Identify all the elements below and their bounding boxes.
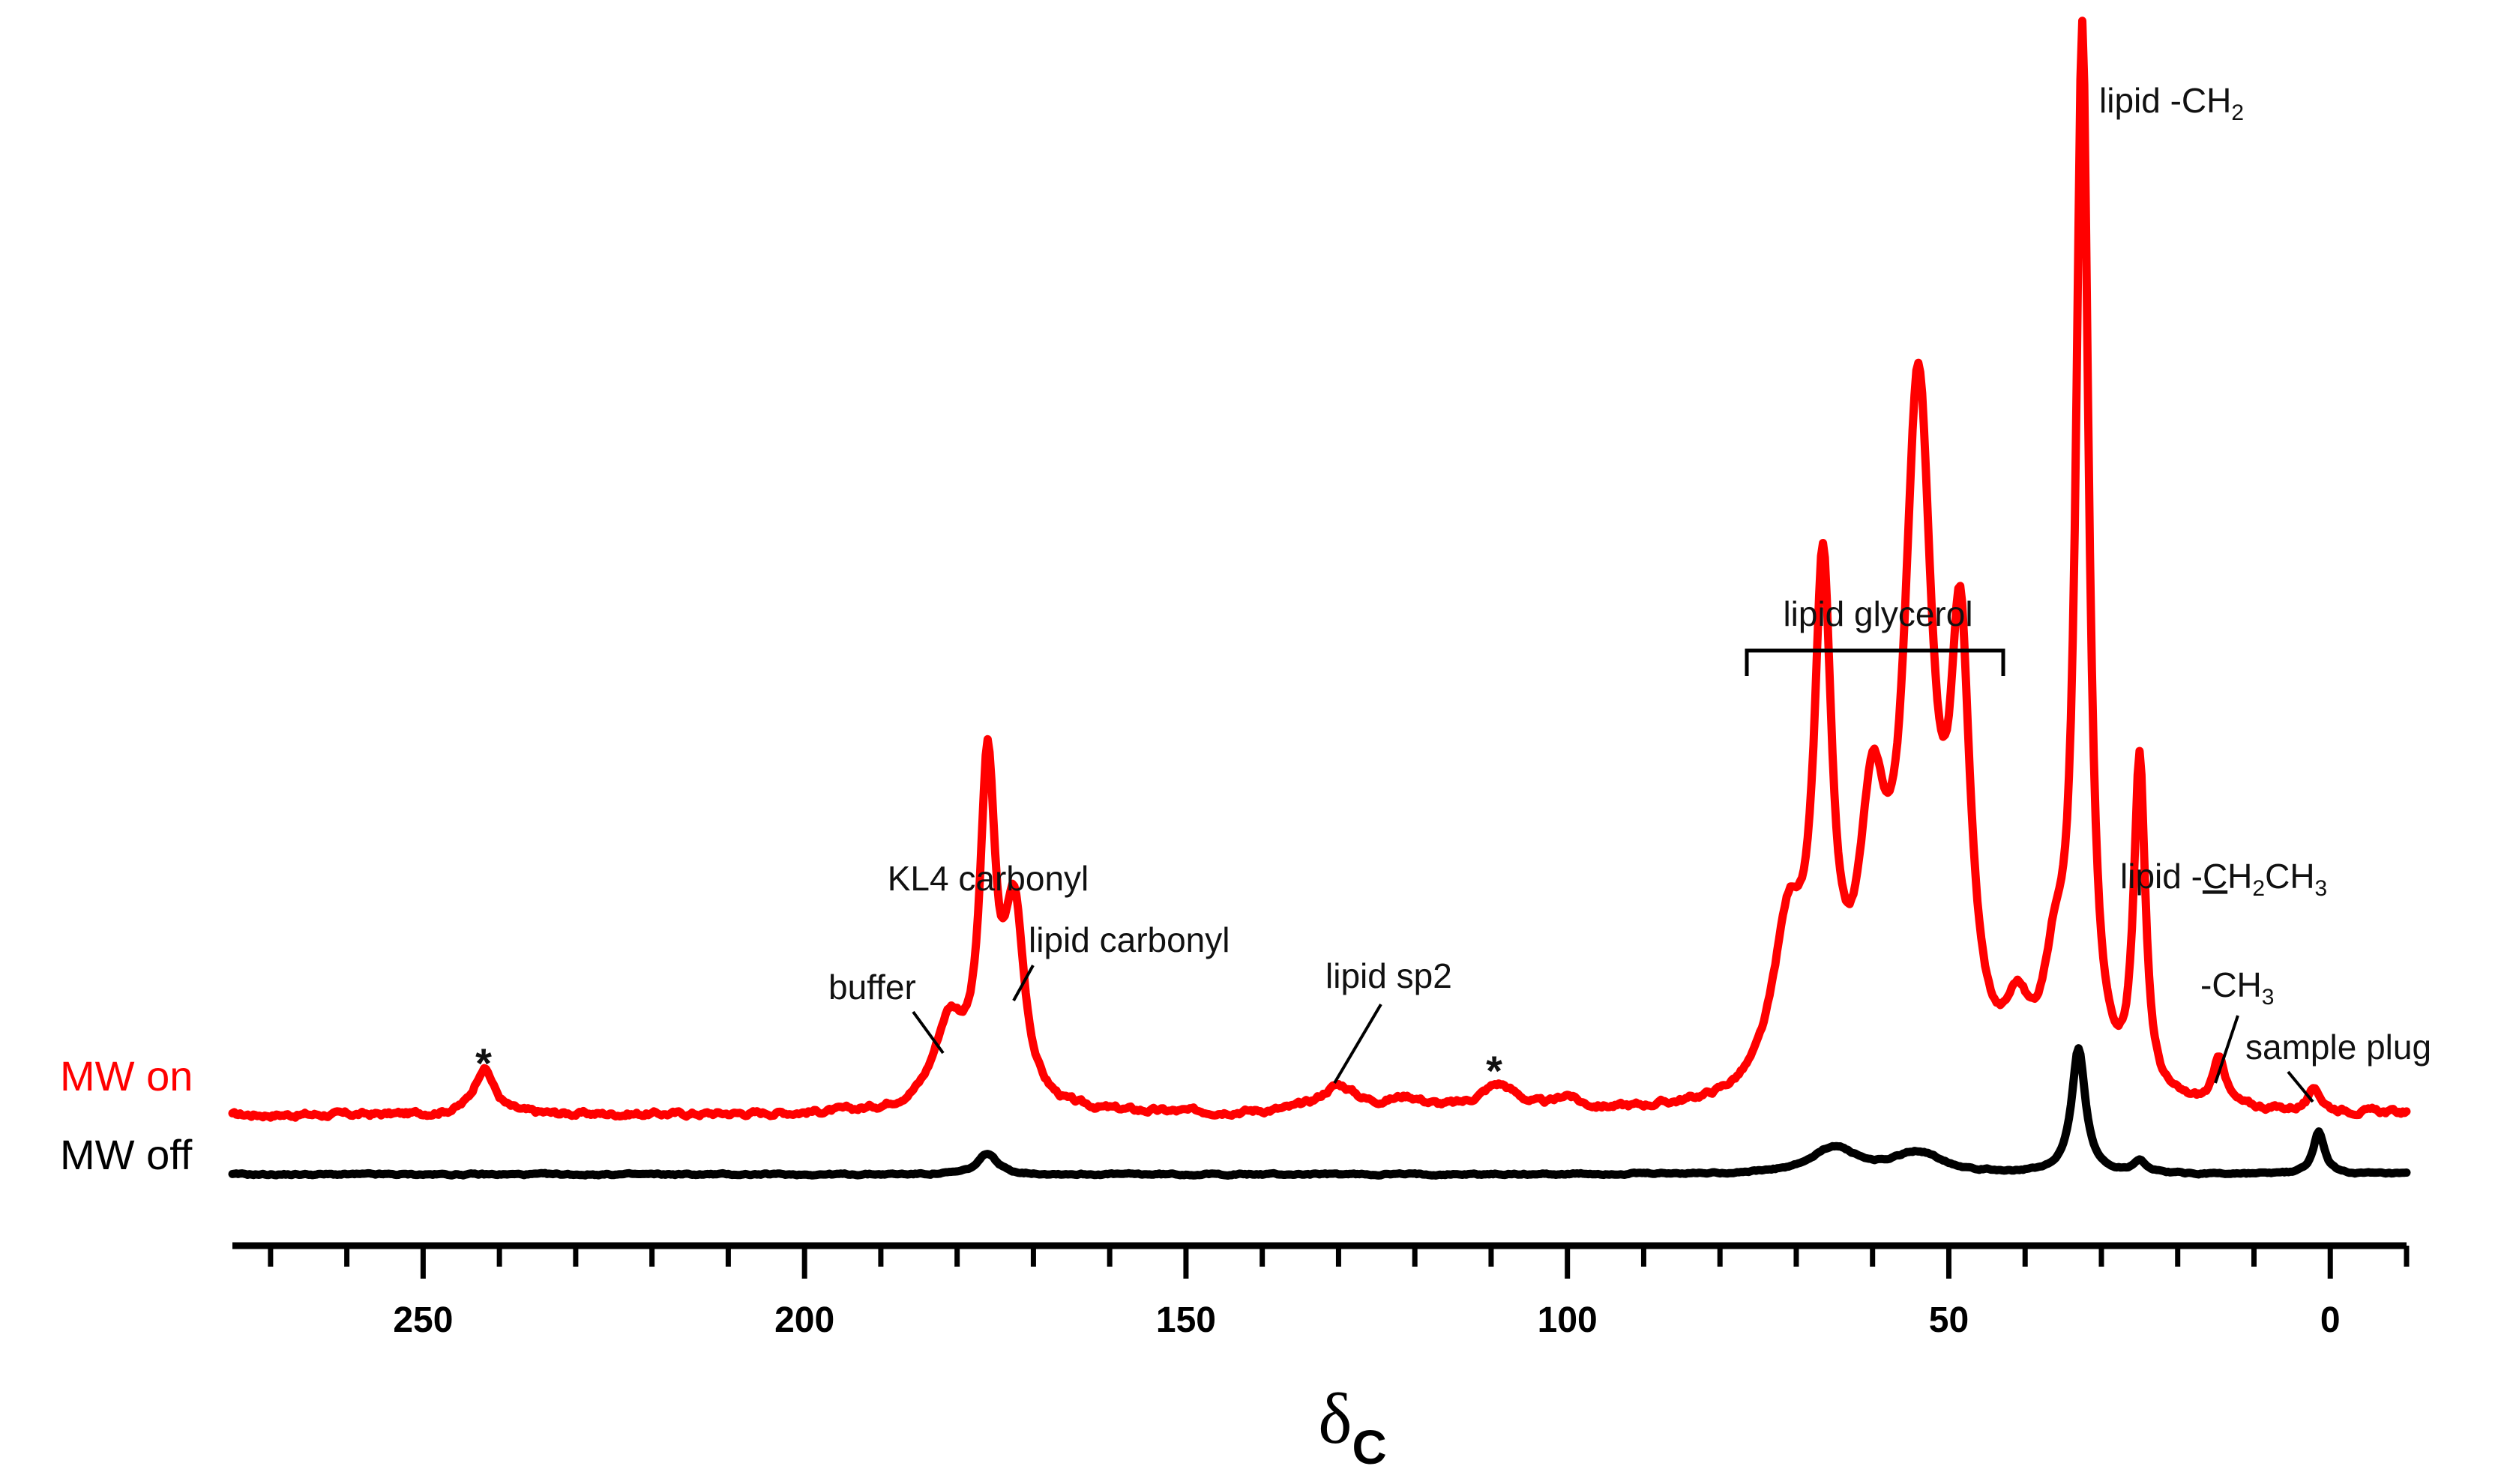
annotation-spinning-sideband-2: * <box>1486 1047 1502 1094</box>
lipid-carbonyl-leader <box>1012 965 1035 1001</box>
x-axis: 250 200 150 100 50 0 <box>232 1242 2410 1340</box>
peak-annotations: lipid -CH2 lipid glycerol KL4 carbonyl l… <box>475 81 2431 1103</box>
x-axis-title: δC <box>1318 1378 1386 1474</box>
x-tick-label: 0 <box>2320 1300 2341 1340</box>
annotation-kl4-carbonyl: KL4 carbonyl <box>888 859 1089 898</box>
annotation-lipid-carbonyl: lipid carbonyl <box>1029 920 1230 959</box>
x-axis-tick-labels: 250 200 150 100 50 0 <box>393 1300 2340 1340</box>
annotation-ch3: -CH3 <box>2200 965 2274 1010</box>
mw-off-label: MW off <box>60 1131 193 1178</box>
annotation-sample-plug: sample plug <box>2245 1028 2431 1067</box>
lipid-sp2-leader <box>1333 1003 1382 1085</box>
annotation-lipid-ch2ch3: lipid -CH2CH3 <box>2120 857 2327 901</box>
annotation-buffer: buffer <box>828 968 916 1007</box>
ch3-leader <box>2214 1015 2239 1084</box>
x-tick-label: 200 <box>774 1300 834 1340</box>
annotation-lipid-glycerol: lipid glycerol <box>1783 594 1972 633</box>
x-axis-ticks <box>268 1246 2410 1279</box>
x-tick-label: 50 <box>1929 1300 1969 1340</box>
mw-on-trace <box>228 16 2411 1122</box>
x-tick-label: 150 <box>1156 1300 1216 1340</box>
x-axis-title-subscript: C <box>1352 1420 1387 1474</box>
x-tick-label: 100 <box>1538 1300 1598 1340</box>
sample-plug-leader <box>2287 1070 2314 1103</box>
x-tick-label: 250 <box>393 1300 453 1340</box>
glycerol-bracket <box>1745 648 2005 676</box>
annotation-lipid-ch2: lipid -CH2 <box>2099 81 2244 125</box>
mw-on-label: MW on <box>60 1052 193 1100</box>
mw-off-trace <box>228 1044 2411 1180</box>
buffer-leader <box>912 1010 945 1055</box>
annotation-spinning-sideband-1: * <box>475 1040 492 1087</box>
annotation-lipid-sp2: lipid sp2 <box>1325 956 1452 995</box>
